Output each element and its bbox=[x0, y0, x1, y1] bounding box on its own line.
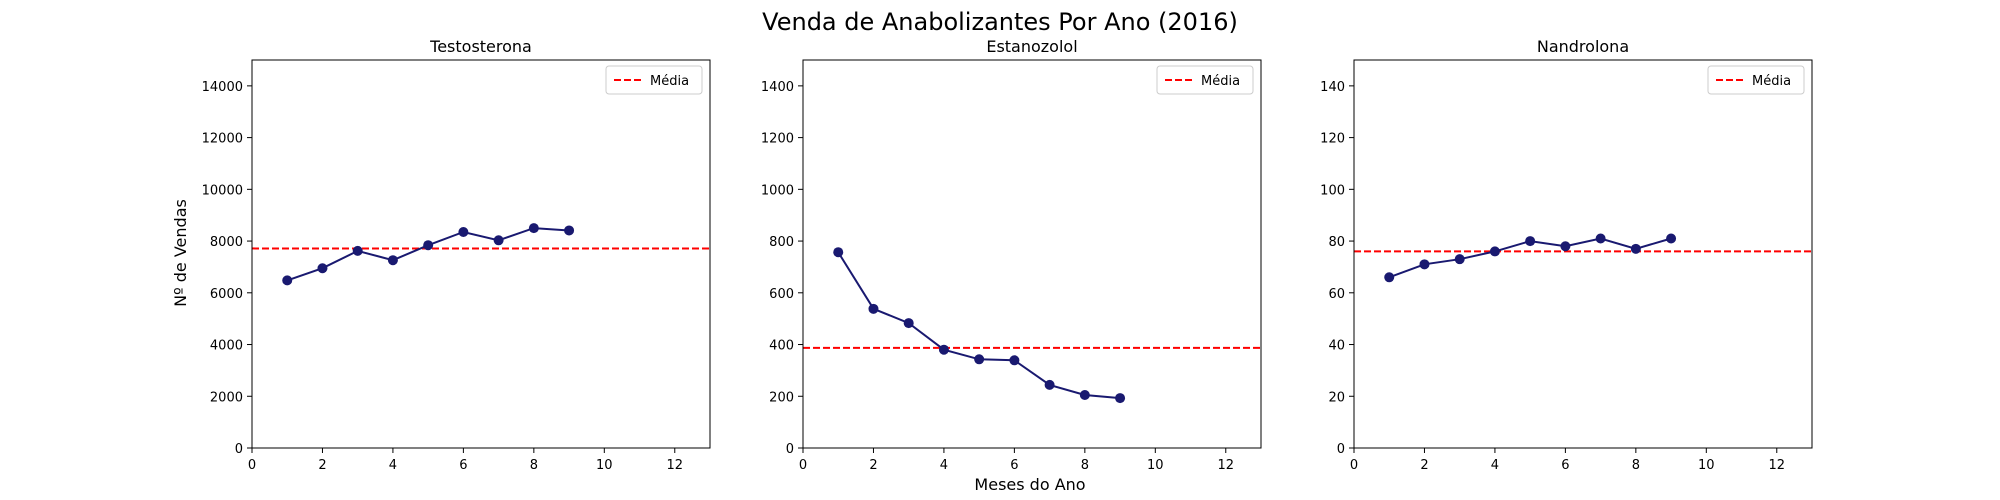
data-point bbox=[903, 318, 914, 329]
data-point bbox=[1595, 233, 1606, 244]
y-tick-label: 20 bbox=[1328, 390, 1345, 405]
legend-box bbox=[1707, 65, 1805, 95]
data-point bbox=[1525, 236, 1536, 247]
x-tick-label: 0 bbox=[799, 458, 807, 473]
y-tick-label: 10000 bbox=[202, 183, 243, 198]
y-tick-label: 1000 bbox=[761, 183, 794, 198]
subplot-3: Nandrolona 0 20 40 60 80 100 120 140 0 2 4 6 8 10 12 Méd… bbox=[1320, 37, 1813, 473]
data-point bbox=[1454, 254, 1465, 265]
plot-frame bbox=[251, 59, 711, 449]
subplot-1: Testosterona 0 2000 4000 6000 8000 10000 12000 1… bbox=[202, 37, 711, 473]
data-point bbox=[1630, 243, 1641, 254]
x-tick-label: 10 bbox=[1698, 458, 1715, 473]
data-point bbox=[493, 235, 504, 246]
x-tick-label: 12 bbox=[1217, 458, 1234, 473]
legend-label: Média bbox=[650, 74, 689, 89]
y-tick-label: 0 bbox=[786, 442, 794, 457]
subplot-title: Testosterona bbox=[429, 37, 532, 56]
data-point bbox=[1560, 241, 1571, 252]
subplot-title: Nandrolona bbox=[1537, 37, 1629, 56]
data-point bbox=[387, 255, 398, 266]
legend-label: Média bbox=[1201, 74, 1240, 89]
data-point bbox=[1489, 246, 1500, 257]
data-point bbox=[1009, 355, 1020, 366]
y-tick-label: 140 bbox=[1320, 80, 1345, 95]
y-tick-label: 1200 bbox=[761, 132, 794, 147]
y-tick-label: 120 bbox=[1320, 132, 1345, 147]
y-tick-label: 200 bbox=[769, 390, 794, 405]
data-point bbox=[564, 225, 575, 236]
subplot-2: Estanozolol 0 200 400 600 800 1000 1200 1400 0 2 4 6… bbox=[761, 37, 1262, 473]
y-tick-label: 6000 bbox=[210, 287, 243, 302]
y-tick-label: 12000 bbox=[202, 132, 243, 147]
y-tick-label: 1400 bbox=[761, 80, 794, 95]
y-tick-label: 80 bbox=[1328, 235, 1345, 250]
plot-frame bbox=[1353, 59, 1813, 449]
subplot-title: Estanozolol bbox=[986, 37, 1077, 56]
y-tick-label: 400 bbox=[769, 339, 794, 354]
x-tick-label: 2 bbox=[318, 458, 326, 473]
x-tick-label: 0 bbox=[1350, 458, 1358, 473]
y-tick-label: 4000 bbox=[210, 339, 243, 354]
data-point bbox=[1384, 272, 1395, 283]
series-line bbox=[286, 227, 570, 282]
y-tick-label: 600 bbox=[769, 287, 794, 302]
data-point bbox=[833, 247, 844, 258]
data-point bbox=[1079, 389, 1090, 400]
data-point bbox=[868, 303, 879, 314]
legend-box bbox=[1156, 65, 1254, 95]
legend-box bbox=[605, 65, 703, 95]
y-tick-label: 40 bbox=[1328, 339, 1345, 354]
x-tick-label: 8 bbox=[530, 458, 538, 473]
x-tick-label: 12 bbox=[1768, 458, 1785, 473]
y-tick-label: 0 bbox=[235, 442, 243, 457]
x-tick-label: 4 bbox=[389, 458, 397, 473]
data-point bbox=[317, 263, 328, 274]
data-point bbox=[1044, 379, 1055, 390]
data-point bbox=[1419, 259, 1430, 270]
figure-suptitle: Venda de Anabolizantes Por Ano (2016) bbox=[762, 8, 1238, 36]
x-tick-label: 8 bbox=[1632, 458, 1640, 473]
plot-frame bbox=[802, 59, 1262, 449]
y-tick-label: 100 bbox=[1320, 183, 1345, 198]
x-tick-label: 12 bbox=[666, 458, 683, 473]
legend: Média bbox=[1156, 65, 1254, 95]
x-tick-label: 10 bbox=[596, 458, 613, 473]
figure-y-axis-label: Nº de Vendas bbox=[171, 199, 190, 307]
data-point bbox=[458, 227, 469, 238]
data-point bbox=[974, 354, 985, 365]
data-point bbox=[282, 275, 293, 286]
y-tick-label: 14000 bbox=[202, 80, 243, 95]
legend: Média bbox=[1707, 65, 1805, 95]
x-tick-label: 6 bbox=[1561, 458, 1569, 473]
y-tick-label: 8000 bbox=[210, 235, 243, 250]
x-tick-label: 2 bbox=[1420, 458, 1428, 473]
x-tick-label: 4 bbox=[940, 458, 948, 473]
y-tick-label: 2000 bbox=[210, 390, 243, 405]
data-point bbox=[352, 245, 363, 256]
data-point bbox=[938, 344, 949, 355]
data-point bbox=[1115, 393, 1126, 404]
legend: Média bbox=[605, 65, 703, 95]
x-tick-label: 8 bbox=[1081, 458, 1089, 473]
x-tick-label: 10 bbox=[1147, 458, 1164, 473]
x-tick-label: 4 bbox=[1491, 458, 1499, 473]
data-point bbox=[423, 240, 434, 251]
data-point bbox=[1666, 233, 1677, 244]
y-tick-label: 800 bbox=[769, 235, 794, 250]
figure-x-axis-label: Meses do Ano bbox=[974, 475, 1085, 494]
series-line bbox=[837, 251, 1121, 400]
data-point bbox=[528, 223, 539, 234]
x-tick-label: 6 bbox=[1010, 458, 1018, 473]
x-tick-label: 2 bbox=[869, 458, 877, 473]
chart-panels: Testosterona0200040006000800010000120001… bbox=[202, 37, 1813, 473]
x-tick-label: 0 bbox=[248, 458, 256, 473]
legend-label: Média bbox=[1752, 74, 1791, 89]
x-tick-label: 6 bbox=[459, 458, 467, 473]
y-tick-label: 60 bbox=[1328, 287, 1345, 302]
y-tick-label: 0 bbox=[1337, 442, 1345, 457]
